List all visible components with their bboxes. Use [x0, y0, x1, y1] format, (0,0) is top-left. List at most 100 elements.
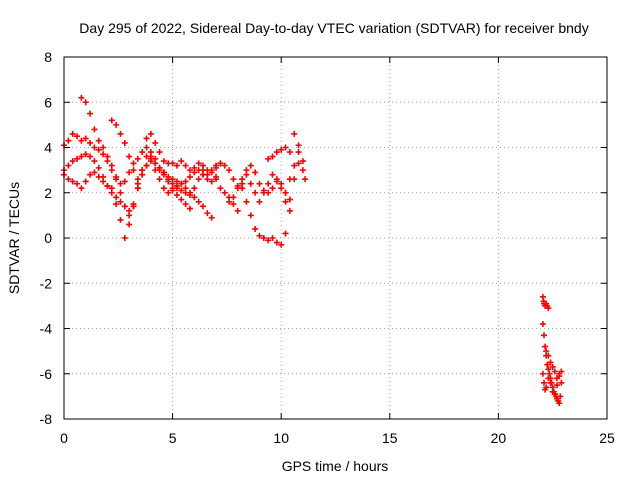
data-point [186, 173, 193, 180]
data-point [87, 171, 94, 178]
data-point [200, 203, 207, 210]
data-point [78, 94, 85, 101]
data-point [217, 185, 224, 192]
data-point [178, 187, 185, 194]
data-point [156, 149, 163, 156]
data-point [286, 149, 293, 156]
data-point [78, 137, 85, 144]
data-point [543, 348, 550, 355]
data-point [65, 137, 72, 144]
data-point [74, 155, 81, 162]
data-point [204, 210, 211, 217]
data-point [208, 178, 215, 185]
data-point [147, 153, 154, 160]
data-point [234, 207, 241, 214]
y-tick-label: -4 [40, 321, 53, 337]
data-point [256, 180, 263, 187]
data-point [558, 379, 565, 386]
data-point [169, 160, 176, 167]
data-point [200, 162, 207, 169]
data-point [265, 155, 272, 162]
data-point [247, 212, 254, 219]
data-point [152, 160, 159, 167]
data-point [545, 305, 552, 312]
data-point [160, 171, 167, 178]
data-point [91, 158, 98, 165]
data-point [230, 201, 237, 208]
data-point [87, 153, 94, 160]
data-point [234, 185, 241, 192]
x-tick-label: 0 [60, 430, 68, 446]
data-point [247, 180, 254, 187]
data-point [65, 162, 72, 169]
data-point [126, 212, 133, 219]
data-point [91, 169, 98, 176]
data-point [191, 185, 198, 192]
data-point [182, 189, 189, 196]
data-point [82, 151, 89, 158]
data-point [195, 160, 202, 167]
data-point [178, 180, 185, 187]
data-point [165, 178, 172, 185]
data-point [104, 182, 111, 189]
data-point [547, 359, 554, 366]
data-point [121, 178, 128, 185]
data-point [134, 155, 141, 162]
data-point [186, 192, 193, 199]
data-point [243, 171, 250, 178]
data-point [208, 214, 215, 221]
data-point [286, 176, 293, 183]
y-tick-label: -6 [40, 366, 53, 382]
data-point [100, 144, 107, 151]
data-point [541, 379, 548, 386]
data-point [69, 158, 76, 165]
data-point [108, 117, 115, 124]
data-point [208, 169, 215, 176]
data-point [139, 149, 146, 156]
y-tick-label: -2 [40, 275, 53, 291]
data-point [160, 185, 167, 192]
data-point [200, 171, 207, 178]
x-tick-label: 25 [599, 430, 615, 446]
data-point [551, 391, 558, 398]
x-axis-label: GPS time / hours [282, 458, 389, 474]
data-point [291, 162, 298, 169]
data-point [213, 176, 220, 183]
x-tick-label: 10 [273, 430, 289, 446]
data-point [269, 185, 276, 192]
data-point [126, 221, 133, 228]
data-point [91, 126, 98, 133]
data-point [69, 178, 76, 185]
data-point [117, 180, 124, 187]
data-point [273, 239, 280, 246]
data-point [113, 176, 120, 183]
data-point [182, 201, 189, 208]
data-point [121, 203, 128, 210]
data-point [78, 185, 85, 192]
data-point [282, 198, 289, 205]
data-point [182, 162, 189, 169]
data-point [95, 137, 102, 144]
data-point [139, 171, 146, 178]
data-point [117, 189, 124, 196]
data-point [186, 205, 193, 212]
data-point [147, 130, 154, 137]
data-point [117, 130, 124, 137]
data-point [252, 225, 259, 232]
y-tick-label: 8 [44, 49, 52, 65]
data-point [299, 167, 306, 174]
data-point [295, 142, 302, 149]
data-point [113, 121, 120, 128]
data-point [295, 149, 302, 156]
data-point [286, 196, 293, 203]
data-point [65, 176, 72, 183]
data-point [265, 180, 272, 187]
x-tick-labels: 0 5 10 15 20 25 [60, 430, 615, 446]
data-point [82, 135, 89, 142]
data-point [191, 194, 198, 201]
data-point [156, 176, 163, 183]
data-point [226, 167, 233, 174]
data-point [278, 241, 285, 248]
